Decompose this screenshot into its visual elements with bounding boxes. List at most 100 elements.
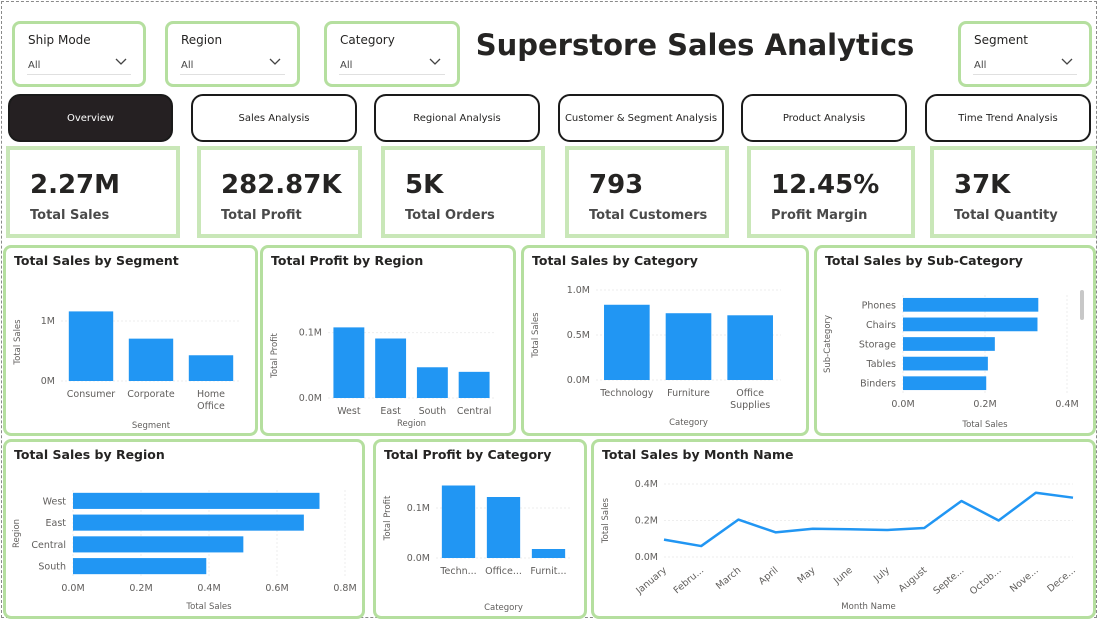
x-tick-label: August [897,565,930,595]
bar[interactable] [903,317,1038,332]
x-axis-label: Total Sales [185,602,232,612]
kpi-total-quantity: 37K Total Quantity [930,146,1096,238]
x-tick-label: Octob... [968,565,1004,597]
chart-svg: 0.0M 0.1M West East South Central Region Total … [270,327,495,429]
line-point[interactable] [662,538,666,542]
nav-time-trend-analysis-button[interactable]: Time Trend Analysis [925,94,1091,142]
x-axis-label: Region [397,419,426,429]
x-tick-label: 0.2M [973,399,996,410]
line-point[interactable] [922,526,926,530]
chart-sales-by-sub-category[interactable]: Total Sales by Sub-Category 0.0M 0.2M 0.4M… [814,245,1096,436]
kpi-value: 37K [954,170,1011,200]
series-line[interactable] [663,491,1074,548]
nav-sales-analysis-button[interactable]: Sales Analysis [191,94,357,142]
chart-sales-by-region[interactable]: Total Sales by Region 0.0M 0.2M 0.4M 0.6M 0.… [3,439,365,619]
x-tick-label: April [757,565,781,587]
chart-svg: 0.0M 0.5M 1.0M Technology Furniture Office Sup… [531,285,781,428]
line-point[interactable] [997,519,1001,523]
bar[interactable] [903,356,988,371]
chart-profit-by-region[interactable]: Total Profit by Region 0.0M 0.1M West East S… [260,245,516,436]
chevron-down-icon[interactable] [115,56,127,66]
chart-sales-by-category[interactable]: Total Sales by Category 0.0M 0.5M 1.0M Tech… [521,245,809,436]
bar[interactable] [903,337,995,351]
slicer-label: Segment [974,33,1028,47]
y-tick-label: Chairs [866,320,896,331]
line-point[interactable] [699,544,703,548]
bar[interactable] [73,536,244,553]
y-tick-label: Tables [865,359,896,370]
chart-title: Total Sales by Segment [14,253,179,268]
chart-sales-by-month[interactable]: Total Sales by Month Name 0.0M 0.2M 0.4M Ja… [591,439,1096,619]
line-point[interactable] [959,499,963,503]
bar[interactable] [416,367,448,398]
kpi-value: 793 [589,170,644,200]
kpi-label: Total Profit [221,208,302,223]
slicer-category[interactable]: Category All [324,21,460,87]
chevron-down-icon[interactable] [1061,56,1073,66]
x-tick-label: 0.0M [61,583,84,594]
nav-customer-segment-analysis-button[interactable]: Customer & Segment Analysis [558,94,724,142]
slicer-value: All [28,60,41,71]
y-tick-label: Storage [859,340,896,351]
slicer-region[interactable]: Region All [165,21,300,87]
line-point[interactable] [1034,491,1038,495]
x-tick-label: Office... [485,566,522,577]
x-axis-label: Total Sales [961,420,1008,430]
bar[interactable] [73,514,304,531]
line-point[interactable] [811,527,815,531]
kpi-total-customers: 793 Total Customers [565,146,729,238]
kpi-total-sales: 2.27M Total Sales [6,146,180,238]
chevron-down-icon[interactable] [429,56,441,66]
kpi-profit-margin: 12.45% Profit Margin [747,146,915,238]
x-tick-label: Furniture [667,388,710,399]
chart-svg: 0.0M 0.2M 0.4M January Febru... March April May… [601,479,1078,612]
bar[interactable] [128,338,174,381]
x-tick-label: January [634,565,670,597]
y-tick-label: 1M [41,316,55,327]
kpi-value: 2.27M [30,170,121,200]
chart-svg: 0M 1M Consumer Corporate Home Office Segment To… [13,311,241,431]
x-axis-label: Month Name [841,602,895,612]
nav-regional-analysis-button[interactable]: Regional Analysis [374,94,540,142]
slicer-segment[interactable]: Segment All [958,21,1092,87]
chart-sales-by-segment[interactable]: Total Sales by Segment 0M 1M Consumer Corpo… [3,245,258,436]
line-point[interactable] [774,530,778,534]
slicer-value: All [181,60,194,71]
slicer-ship-mode[interactable]: Ship Mode All [12,21,146,87]
bar[interactable] [73,492,320,509]
bar[interactable] [531,549,566,558]
bar[interactable] [73,558,207,575]
nav-product-analysis-button[interactable]: Product Analysis [741,94,907,142]
line-point[interactable] [885,528,889,532]
y-axis-label: Sub-Category [823,315,833,373]
bar[interactable] [903,376,987,391]
bar[interactable] [375,338,407,399]
y-tick-label: Central [31,540,66,551]
bar[interactable] [665,313,712,380]
bar[interactable] [333,327,365,398]
chart-profit-by-category[interactable]: Total Profit by Category 0.0M 0.1M Techn..… [373,439,587,619]
y-tick-label: 0.0M [299,393,322,404]
bar[interactable] [903,297,1039,312]
x-tick-label: 0.4M [197,583,220,594]
scrollbar[interactable] [1080,290,1084,320]
line-point[interactable] [1071,496,1075,500]
bar[interactable] [458,371,490,398]
bar[interactable] [441,485,476,559]
y-tick-label: South [38,562,66,573]
kpi-value: 12.45% [771,170,880,200]
y-axis-label: Total Sales [531,312,541,359]
bar[interactable] [604,304,650,380]
y-tick-label: East [46,518,67,529]
bar[interactable] [727,315,773,380]
chart-title: Total Profit by Category [384,447,552,462]
bar[interactable] [486,497,521,558]
y-tick-label: 1.0M [567,285,590,296]
bar[interactable] [68,311,114,381]
chevron-down-icon[interactable] [269,56,281,66]
line-point[interactable] [848,527,852,531]
line-point[interactable] [736,518,740,522]
nav-overview-button[interactable]: Overview [8,94,173,142]
slicer-value: All [340,60,353,71]
bar[interactable] [188,355,234,381]
